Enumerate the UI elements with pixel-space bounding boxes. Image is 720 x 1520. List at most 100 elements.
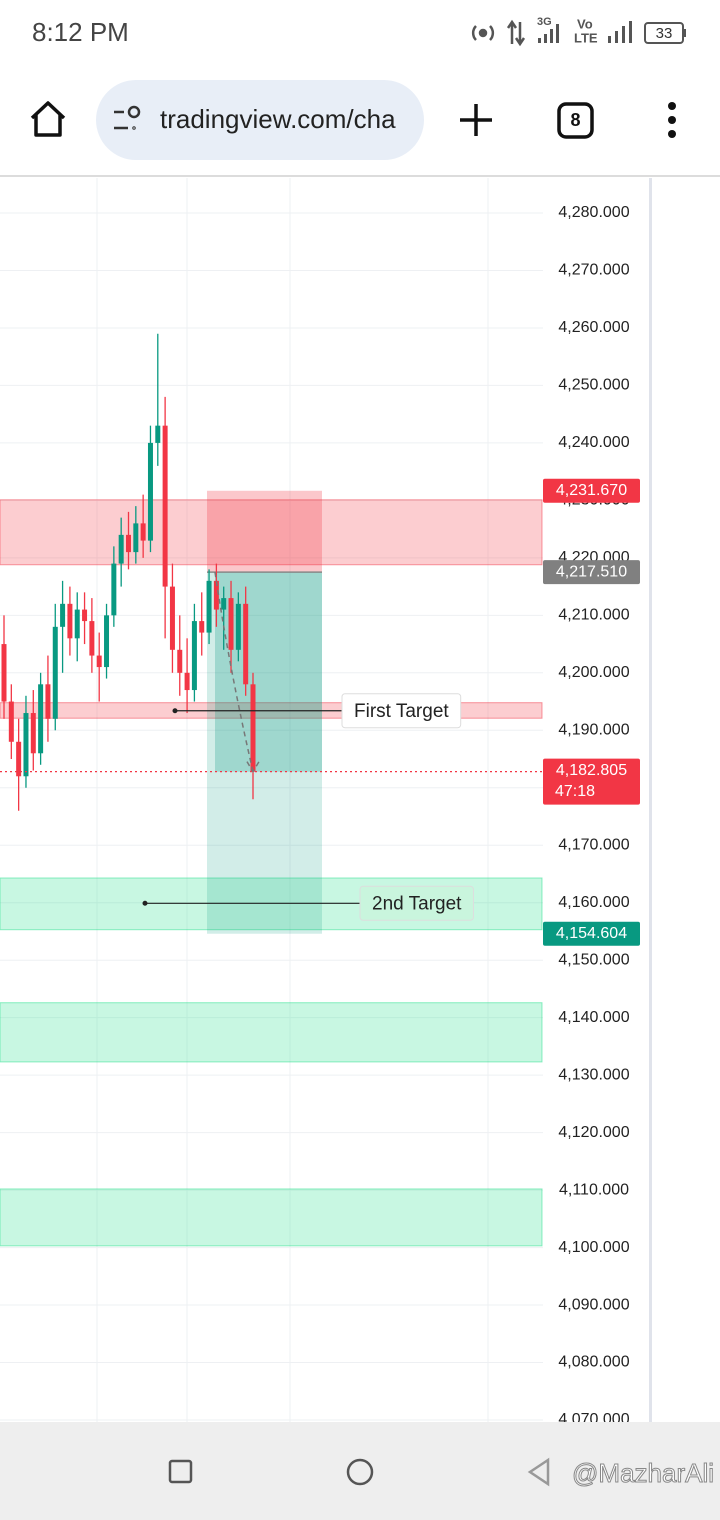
home-button[interactable] — [30, 101, 66, 137]
price-badge-label: 4,154.604 — [556, 925, 627, 942]
candle-body — [184, 672, 190, 691]
price-scale-border — [649, 178, 652, 1422]
price-badge — [543, 921, 640, 946]
volte-top: Vo — [577, 16, 593, 31]
candle-body — [30, 713, 36, 754]
url-text[interactable]: tradingview.com/cha — [160, 104, 396, 134]
tab-count: 8 — [570, 110, 580, 130]
candle-body — [199, 621, 205, 633]
candle-body — [96, 655, 102, 668]
y-tick-label: 4,110.000 — [559, 1181, 629, 1198]
y-tick-label: 4,240.000 — [558, 434, 629, 451]
candle-body — [67, 603, 73, 639]
chart: First Target 2nd Target 4,280.000 4,270.000… — [0, 178, 649, 1428]
y-tick-label: 4,160.000 — [558, 894, 629, 911]
recents-button[interactable] — [168, 1459, 193, 1484]
candle-body — [169, 586, 175, 650]
site-settings-icon[interactable] — [114, 105, 141, 130]
battery-tip — [683, 29, 686, 37]
y-tick-label: 4,280.000 — [558, 204, 629, 221]
candle-body — [89, 621, 95, 656]
y-tick-label: 4,140.000 — [558, 1009, 629, 1026]
price-badge-label: 4,217.510 — [556, 563, 627, 580]
y-tick-label: 4,190.000 — [558, 722, 629, 739]
network-type: 3G — [537, 16, 552, 28]
price-badge — [543, 478, 640, 503]
candle-body — [206, 580, 212, 633]
candle-body — [155, 425, 161, 443]
target-zone — [207, 572, 322, 934]
projection-arrow — [214, 572, 260, 774]
candle-body — [104, 615, 110, 668]
candle-body — [111, 563, 117, 616]
menu-button[interactable] — [668, 102, 676, 138]
nav-bar — [0, 1422, 720, 1520]
y-tick-label: 4,090.000 — [558, 1296, 629, 1313]
price-badge — [543, 758, 640, 805]
price-badge-label: 4,182.805 — [556, 762, 627, 779]
candle-body — [8, 701, 14, 742]
y-tick-label: 4,210.000 — [558, 607, 629, 624]
candle-body — [126, 534, 131, 553]
candle-body — [213, 580, 219, 610]
zone — [0, 1188, 543, 1247]
new-tab-button[interactable] — [460, 104, 492, 136]
y-tick-label: 4,150.000 — [558, 951, 629, 968]
candle-body — [82, 609, 88, 622]
y-tick-label: 4,260.000 — [558, 319, 629, 336]
home-nav-button[interactable] — [346, 1458, 374, 1486]
candle-body — [45, 684, 51, 719]
url-bar[interactable] — [96, 80, 424, 160]
toolbar-divider — [0, 175, 720, 177]
annotation-text: 2nd Target — [372, 893, 462, 914]
candle-body — [16, 741, 22, 777]
annotation-anchor — [172, 708, 178, 714]
watermark: @MazharAli — [572, 1458, 714, 1488]
price-badge-countdown: 47:18 — [555, 783, 595, 800]
y-tick-label: 4,270.000 — [558, 262, 629, 279]
annotation-anchor — [142, 900, 148, 906]
battery-level: 33 — [656, 25, 673, 42]
price-badge — [543, 560, 640, 585]
candle-body — [177, 649, 183, 673]
tab-switcher[interactable] — [557, 102, 594, 139]
zone — [0, 1002, 543, 1063]
signal-1 — [538, 24, 559, 43]
y-tick-label: 4,250.000 — [558, 377, 629, 394]
candle-body — [23, 713, 29, 777]
annotation-text: First Target — [354, 701, 449, 722]
y-tick-label: 4,080.000 — [558, 1354, 629, 1371]
y-tick-label: 4,120.000 — [558, 1124, 629, 1141]
candle-body — [52, 626, 58, 719]
zone — [0, 499, 543, 566]
candle-body — [133, 523, 139, 553]
candle-body — [162, 425, 168, 587]
candle-body — [221, 598, 227, 610]
y-tick-label: 4,200.000 — [558, 664, 629, 681]
y-tick-label: 4,100.000 — [558, 1239, 629, 1256]
candle-body — [228, 598, 234, 650]
candle-body — [1, 644, 7, 702]
candle-body — [60, 603, 66, 627]
annotation-box — [341, 693, 462, 729]
candle-body — [38, 684, 44, 754]
candle-body — [118, 534, 124, 564]
candle-body — [74, 609, 80, 639]
status-time: 8:12 PM — [32, 17, 129, 47]
candle-body — [191, 621, 197, 691]
y-tick-label: 4,170.000 — [558, 836, 629, 853]
annotation-box — [359, 885, 474, 921]
candle-body — [147, 442, 153, 541]
candle-body — [243, 603, 249, 685]
status-icons — [471, 19, 526, 47]
candle-body — [250, 684, 256, 772]
candle-body — [235, 603, 241, 650]
y-tick-label: 4,130.000 — [558, 1066, 629, 1083]
back-button[interactable] — [527, 1457, 550, 1487]
price-badge-label: 4,231.670 — [556, 482, 627, 499]
signal-2 — [608, 21, 632, 43]
volte-bottom: LTE — [574, 30, 598, 45]
stop-zone — [207, 490, 322, 573]
